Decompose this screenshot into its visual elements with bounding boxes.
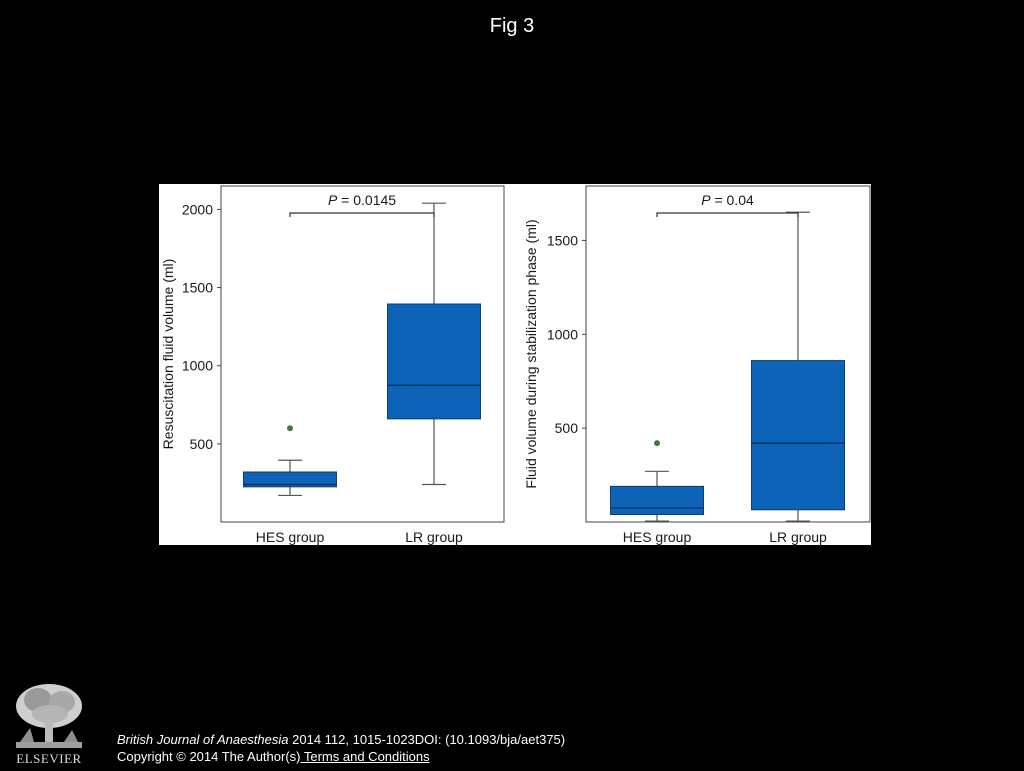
y-tick-label: 1000 [547,326,578,342]
box-plot-figure: 500 1000 1500 2000 Resuscitation fluid volum… [160,185,871,545]
y-axis-label: Resuscitation fluid volume (ml) [160,259,176,450]
p-value-annotation: P = 0.0145 [328,192,396,208]
copyright-text: Copyright © 2014 The Author(s) [117,749,301,764]
significance-bracket [656,212,799,217]
iqr-box [751,360,845,511]
citation-line: British Journal of Anaesthesia 2014 112,… [117,731,565,748]
box-hes-group [243,425,337,497]
p-symbol: P [328,192,338,208]
plot-frame [585,185,871,523]
box-hes-group [610,440,704,522]
y-tick-label: 2000 [182,201,213,217]
p-symbol: P [701,192,711,208]
citation-details: 2014 112, 1015-1023DOI: (10.1093/bja/aet… [288,732,566,747]
outlier-point [287,425,293,432]
iqr-box [610,485,704,515]
p-value: = 0.04 [711,192,754,208]
p-value-annotation: P = 0.04 [701,192,754,208]
significance-bracket [289,212,435,217]
chart-panel-1: 500 1000 1500 2000 Resuscitation fluid volum… [160,185,505,545]
iqr-box [387,303,481,420]
iqr-box [243,471,337,488]
elsevier-wordmark: ELSEVIER [16,751,81,766]
citation: British Journal of Anaesthesia 2014 112,… [117,731,565,765]
y-tick-label: 1500 [182,280,213,296]
terms-link[interactable]: Terms and Conditions [300,749,430,764]
y-tick-label: 1000 [182,358,213,374]
journal-name: British Journal of Anaesthesia [117,732,289,747]
box-lr-group [751,211,845,522]
x-tick-label: LR group [405,529,463,545]
copyright-line: Copyright © 2014 The Author(s) Terms and… [117,748,565,765]
figure-panel: 500 1000 1500 2000 Resuscitation fluid volum… [159,184,871,545]
box-lr-group [387,202,481,486]
plot-frame [220,185,505,523]
x-tick-label: HES group [623,529,692,545]
elsevier-tree-icon: ELSEVIER [8,680,90,766]
elsevier-logo: ELSEVIER [8,680,90,766]
x-tick-label: HES group [256,529,325,545]
outlier-point [654,440,660,447]
y-tick-label: 500 [190,436,214,452]
figure-title: Fig 3 [489,15,535,37]
y-tick-label: 1500 [547,232,578,248]
chart-panel-2: 500 1000 1500 Fluid volume during stabiliza… [523,185,871,545]
p-value: = 0.0145 [337,192,396,208]
x-tick-label: LR group [769,529,827,545]
y-axis-label: Fluid volume during stabilization phase … [523,219,539,488]
y-tick-label: 500 [555,420,579,436]
